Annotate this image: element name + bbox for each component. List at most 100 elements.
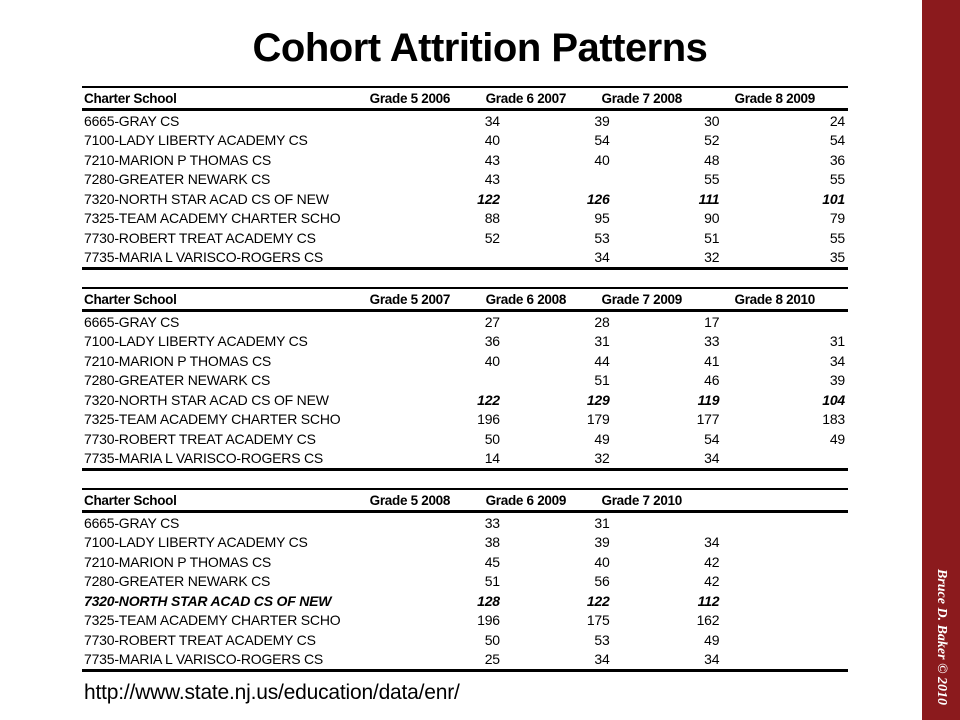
table-row: 7210-MARION P THOMAS CS 45 40 42 (82, 552, 848, 572)
value-cell: 40 (594, 151, 610, 168)
table-header-row: Charter School Grade 5 2006 Grade 6 2007 Gr… (82, 88, 848, 111)
school-name-cell: 7100-LADY LIBERTY ACADEMY CS (84, 333, 308, 350)
school-name-cell: 6665-GRAY CS (84, 514, 180, 531)
column-header: Grade 6 2009 (485, 492, 567, 508)
value-cell: 53 (594, 631, 610, 648)
value-cell: 196 (477, 612, 500, 629)
value-cell: 48 (704, 151, 720, 168)
table-row: 7735-MARIA L VARISCO-ROGERS CS 14 32 34 (82, 449, 848, 469)
value-cell: 40 (484, 352, 500, 369)
value-cell: 122 (477, 391, 500, 408)
slide-title: Cohort Attrition Patterns (252, 26, 708, 70)
value-cell: 54 (594, 132, 610, 149)
value-cell: 52 (704, 132, 720, 149)
column-header: Grade 6 2007 (485, 90, 567, 106)
value-cell: 43 (484, 171, 500, 188)
column-header: Charter School (84, 291, 177, 307)
table-row: 7320-NORTH STAR ACAD CS OF NEW 122 129 119 1… (82, 390, 848, 410)
value-cell: 53 (594, 229, 610, 246)
value-cell: 31 (594, 514, 610, 531)
table-row: 7280-GREATER NEWARK CS 51 46 39 (82, 371, 848, 391)
credit-text: Bruce D. Baker © 2010 (934, 568, 949, 706)
value-cell: 33 (484, 514, 500, 531)
value-cell: 34 (594, 249, 610, 266)
value-cell: 55 (829, 229, 845, 246)
column-header: Charter School (84, 90, 177, 106)
value-cell: 128 (477, 592, 500, 609)
value-cell: 90 (704, 210, 720, 227)
value-cell: 40 (484, 132, 500, 149)
table-row: 7325-TEAM ACADEMY CHARTER SCHO 196 175 162 (82, 611, 848, 631)
value-cell: 49 (594, 430, 610, 447)
value-cell: 31 (594, 333, 610, 350)
value-cell: 177 (696, 411, 720, 428)
value-cell: 196 (477, 411, 500, 428)
value-cell: 55 (829, 171, 845, 188)
value-cell: 88 (484, 210, 500, 227)
value-cell: 32 (594, 450, 610, 467)
value-cell: 25 (484, 651, 500, 668)
value-cell: 39 (829, 372, 845, 389)
value-cell: 46 (704, 372, 720, 389)
table-row: 7730-ROBERT TREAT ACADEMY CS 50 53 49 (82, 630, 848, 650)
table-row: 7320-NORTH STAR ACAD CS OF NEW 122 126 111 1… (82, 189, 848, 209)
table-row: 7730-ROBERT TREAT ACADEMY CS 50 49 54 49 (82, 429, 848, 449)
table-row: 7210-MARION P THOMAS CS 40 44 41 34 (82, 351, 848, 371)
column-header: Grade 7 2010 (601, 492, 683, 508)
value-cell: 42 (704, 573, 720, 590)
value-cell: 119 (697, 391, 720, 408)
value-cell: 111 (698, 190, 720, 207)
column-header: Grade 7 2009 (601, 291, 683, 307)
school-name-cell: 6665-GRAY CS (84, 313, 180, 330)
table-row: 7730-ROBERT TREAT ACADEMY CS 52 53 51 55 (82, 228, 848, 248)
value-cell: 104 (822, 391, 845, 408)
value-cell: 31 (829, 333, 845, 350)
school-name-cell: 7325-TEAM ACADEMY CHARTER SCHO (84, 210, 341, 227)
table-header-row: Charter School Grade 5 2007 Grade 6 2008 Gr… (82, 289, 848, 312)
value-cell: 54 (704, 430, 720, 447)
school-name-cell: 7730-ROBERT TREAT ACADEMY CS (84, 430, 316, 447)
school-name-cell: 7280-GREATER NEWARK CS (84, 171, 271, 188)
value-cell: 101 (822, 190, 845, 207)
value-cell: 34 (704, 450, 720, 467)
table-row: 7100-LADY LIBERTY ACADEMY CS 40 54 52 54 (82, 131, 848, 151)
value-cell: 54 (829, 132, 845, 149)
school-name-cell: 7100-LADY LIBERTY ACADEMY CS (84, 534, 308, 551)
cohort-table: Charter School Grade 5 2007 Grade 6 2008 Gr… (82, 287, 848, 471)
value-cell: 55 (704, 171, 720, 188)
value-cell: 30 (704, 112, 720, 129)
table-row: 6665-GRAY CS 34 39 30 24 (82, 111, 848, 131)
accent-bar: Bruce D. Baker © 2010 (922, 0, 960, 720)
value-cell: 27 (484, 313, 500, 330)
column-header: Grade 7 2008 (601, 90, 683, 106)
value-cell: 36 (829, 151, 845, 168)
school-name-cell: 7735-MARIA L VARISCO-ROGERS CS (84, 450, 324, 467)
value-cell: 34 (829, 352, 845, 369)
school-name-cell: 7735-MARIA L VARISCO-ROGERS CS (84, 249, 324, 266)
value-cell: 162 (696, 612, 720, 629)
value-cell: 36 (484, 333, 500, 350)
column-header: Grade 6 2008 (485, 291, 567, 307)
value-cell: 43 (484, 151, 500, 168)
value-cell: 49 (704, 631, 720, 648)
cohort-table: Charter School Grade 5 2008 Grade 6 2009 Gr… (82, 488, 848, 672)
table-row: 7280-GREATER NEWARK CS 43 55 55 (82, 170, 848, 190)
value-cell: 45 (484, 553, 500, 570)
table-row: 7210-MARION P THOMAS CS 43 40 48 36 (82, 150, 848, 170)
table-row: 7325-TEAM ACADEMY CHARTER SCHO 196 179 177 1… (82, 410, 848, 430)
value-cell: 39 (594, 534, 610, 551)
value-cell: 34 (704, 534, 720, 551)
table-row: 7735-MARIA L VARISCO-ROGERS CS 25 34 34 (82, 650, 848, 670)
value-cell: 35 (829, 249, 845, 266)
school-name-cell: 7280-GREATER NEWARK CS (84, 372, 271, 389)
value-cell: 51 (484, 573, 500, 590)
table-row: 6665-GRAY CS 27 28 17 (82, 312, 848, 332)
value-cell: 38 (484, 534, 500, 551)
value-cell: 179 (586, 411, 610, 428)
school-name-cell: 7730-ROBERT TREAT ACADEMY CS (84, 631, 316, 648)
value-cell: 34 (484, 112, 500, 129)
school-name-cell: 7280-GREATER NEWARK CS (84, 573, 271, 590)
value-cell: 33 (704, 333, 720, 350)
column-header: Grade 8 2010 (734, 291, 816, 307)
